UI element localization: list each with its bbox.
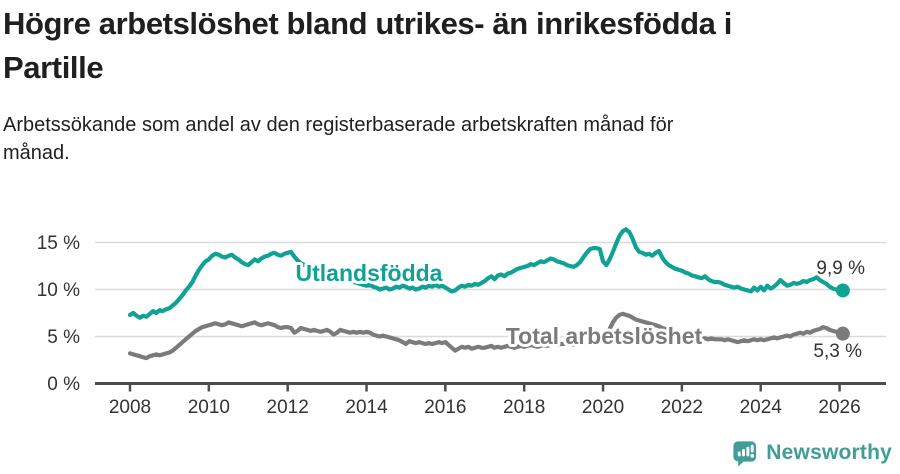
series-label-utlandsfodda: Utlandsfödda (296, 260, 443, 286)
x-tick-label-2014: 2014 (345, 397, 388, 418)
series-line-total (127, 311, 845, 361)
x-tick-label-2010: 2010 (188, 397, 230, 418)
chart-description-line-1: Arbetssökande som andel av den registerb… (3, 114, 674, 136)
x-tick-label-2024: 2024 (740, 397, 783, 418)
newsworthy-icon (733, 441, 757, 467)
page-title: Högre arbetslöshet bland utrikes- än inr… (3, 2, 883, 90)
y-tick-label-15: 15 % (37, 233, 80, 254)
x-tick-label-2020: 2020 (582, 397, 624, 418)
series-end-value-total: 5,3 % (813, 341, 862, 362)
y-tick-label-5: 5 % (47, 327, 80, 348)
series-end-dot-utlandsfodda (835, 283, 850, 298)
x-tick-label-2016: 2016 (424, 397, 466, 418)
series-line-utlandsfodda (127, 227, 845, 320)
page-title-line-2: Partille (3, 50, 104, 85)
series-label-total: Total arbetslöshet (506, 323, 703, 349)
series-end-value-utlandsfodda: 9,9 % (816, 258, 865, 279)
chart-description: Arbetssökande som andel av den registerb… (3, 111, 863, 167)
brand-name: Newsworthy (766, 441, 892, 464)
y-tick-label-10: 10 % (37, 280, 80, 301)
x-tick-label-2018: 2018 (503, 397, 545, 418)
y-tick-label-0: 0 % (47, 374, 80, 395)
x-tick-label-2012: 2012 (267, 397, 309, 418)
chart-description-line-2: månad. (3, 142, 70, 164)
x-tick-label-2008: 2008 (109, 397, 151, 418)
x-tick-label-2026: 2026 (818, 397, 860, 418)
page-title-line-1: Högre arbetslöshet bland utrikes- än inr… (3, 6, 732, 41)
series-end-dot-total (835, 326, 850, 341)
x-tick-label-2022: 2022 (661, 397, 703, 418)
newsworthy-logo: Newsworthy (731, 439, 892, 467)
